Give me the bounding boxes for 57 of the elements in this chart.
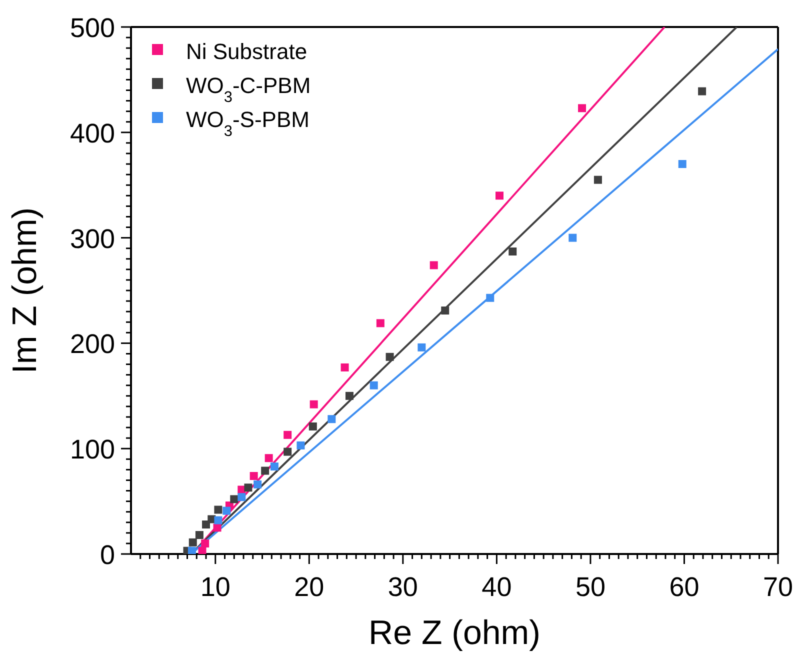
point	[441, 306, 450, 315]
y-tick-label: 200	[70, 329, 115, 360]
x-tick-label: 40	[482, 572, 512, 602]
point	[508, 248, 517, 256]
point	[418, 343, 426, 352]
legend-label: WO$_{3}$-C-PBM	[186, 73, 311, 106]
x-tick-label: 20	[294, 572, 324, 602]
point	[264, 454, 273, 462]
point	[308, 422, 317, 430]
point	[202, 520, 210, 528]
point	[296, 441, 305, 450]
x-axis-title: Re Z (ohm)	[368, 614, 540, 652]
point	[698, 87, 706, 96]
point	[254, 480, 262, 488]
point	[568, 234, 577, 242]
y-tick-label: 0	[100, 540, 115, 570]
point	[578, 104, 586, 112]
point	[270, 462, 278, 471]
point	[244, 484, 252, 492]
point	[376, 319, 384, 328]
point	[261, 466, 270, 475]
x-tick-label: 70	[762, 572, 794, 602]
x-tick-label: 60	[669, 572, 700, 602]
point	[310, 400, 318, 408]
x-tick-label: 50	[575, 572, 606, 602]
point	[222, 506, 231, 515]
point	[201, 539, 210, 548]
y-tick-label: 500	[70, 13, 115, 43]
point	[214, 516, 222, 524]
point	[340, 363, 349, 372]
point	[250, 472, 258, 480]
x-tick-label: 10	[200, 572, 230, 602]
point	[230, 495, 238, 504]
y-axis-title: Im Z (ohm)	[6, 207, 44, 374]
point	[678, 160, 686, 168]
point	[238, 493, 246, 502]
point	[214, 506, 222, 514]
y-tick-label: 100	[70, 434, 115, 465]
point	[370, 381, 378, 390]
point	[594, 176, 602, 184]
point	[195, 531, 204, 540]
y-tick-label: 300	[70, 224, 115, 254]
point	[430, 261, 438, 270]
point	[284, 448, 292, 456]
x-tick-label: 30	[388, 572, 418, 602]
point	[198, 546, 206, 554]
legend-label: WO$_{3}$-S-PBM	[186, 107, 310, 140]
point	[496, 192, 504, 200]
point	[188, 538, 197, 546]
point	[284, 430, 292, 439]
point	[386, 352, 394, 361]
point	[188, 546, 196, 554]
point	[486, 294, 494, 302]
legend-label: Ni Substrate	[186, 39, 308, 64]
y-tick-label: 400	[70, 118, 115, 148]
point	[345, 392, 354, 400]
point	[328, 415, 336, 424]
